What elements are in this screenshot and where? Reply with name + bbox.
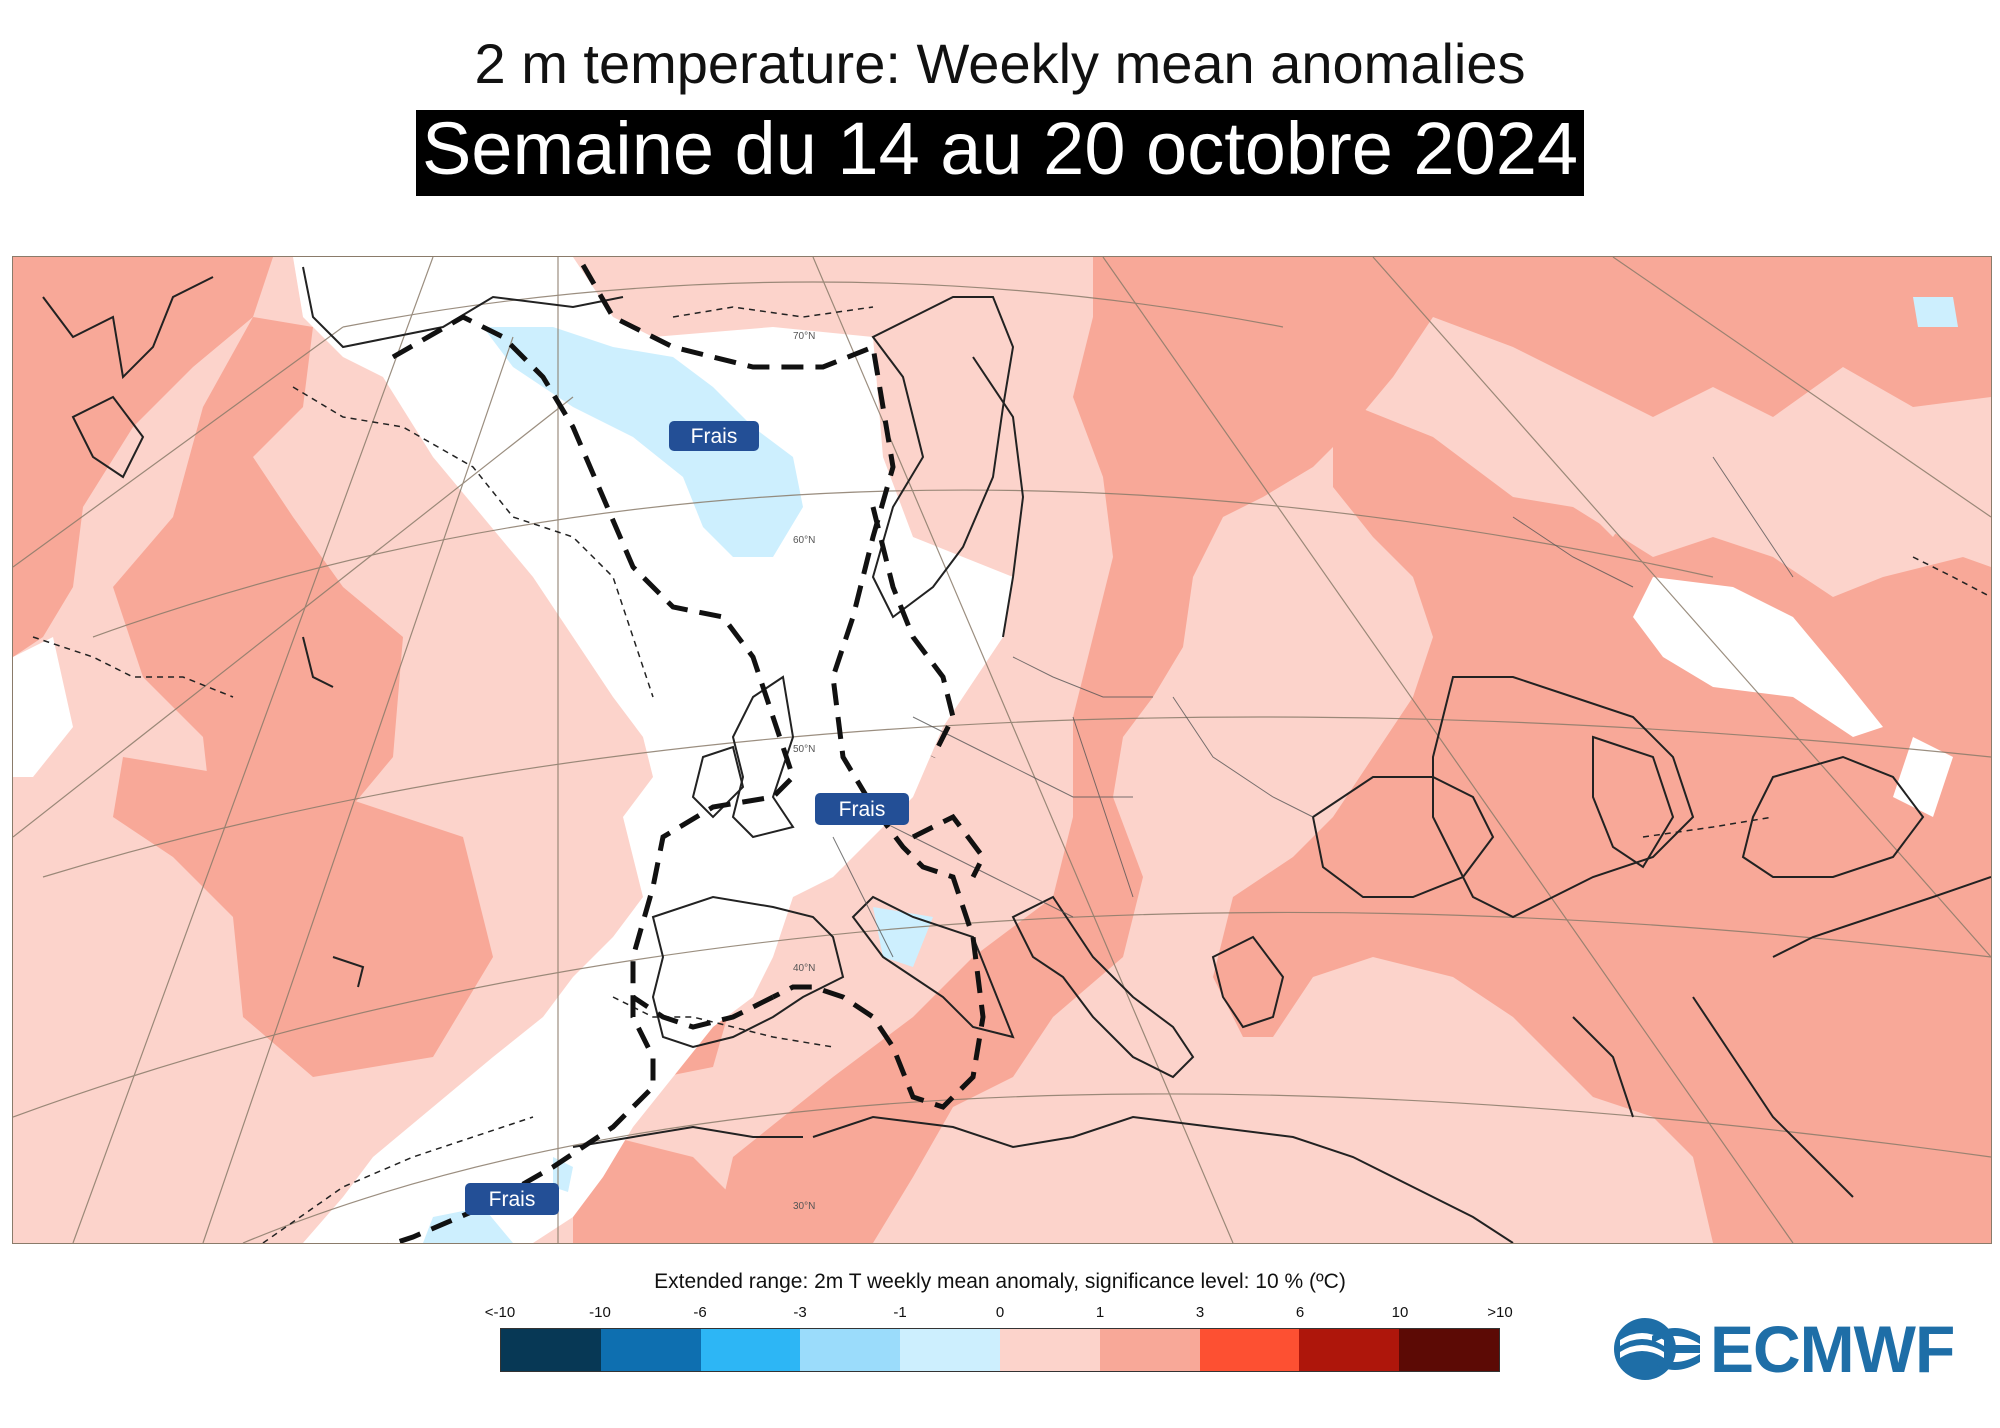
frais-label-south: Frais	[465, 1183, 559, 1215]
subtitle-wrap: Semaine du 14 au 20 octobre 2024	[0, 110, 2000, 196]
ecmwf-logo-icon	[1614, 1318, 1700, 1380]
colorbar-tick: -10	[589, 1304, 611, 1321]
colorbar-tick: 1	[1095, 1304, 1105, 1321]
frais-text-center: Frais	[839, 798, 886, 821]
country-borders	[832, 456, 1794, 958]
colorbar-swatch-0	[501, 1329, 601, 1371]
colorbar-tick: <-10	[484, 1304, 516, 1321]
frais-text-north: Frais	[691, 425, 738, 448]
frais-text-south: Frais	[489, 1188, 536, 1211]
neutral-anomaly-areas	[13, 257, 1953, 1243]
colorbar-swatch-8	[1299, 1329, 1400, 1371]
lat-label-40n: 40°N	[793, 963, 815, 974]
colorbar-tick: 3	[1195, 1304, 1205, 1321]
frais-label-center: Frais	[815, 793, 909, 825]
lat-label-60n: 60°N	[793, 535, 815, 546]
colorbar-tick-labels: <-10 -10 -6 -3 -1 0 1 3 6 10 >10	[485, 1304, 1513, 1324]
colorbar-swatch-4	[900, 1329, 1000, 1371]
lat-label-50n: 50°N	[793, 744, 815, 755]
colorbar	[500, 1328, 1500, 1372]
significance-contours	[32, 306, 1991, 1243]
ecmwf-logo-text: ECMWF	[1710, 1312, 1955, 1386]
legend-caption: Extended range: 2m T weekly mean anomaly…	[654, 1270, 1346, 1293]
colorbar-swatch-9	[1399, 1329, 1499, 1371]
colorbar-swatch-2	[700, 1329, 801, 1371]
colorbar-tick: -3	[793, 1304, 807, 1321]
colorbar-swatch-1	[600, 1329, 701, 1371]
colorbar-swatch-3	[800, 1329, 901, 1371]
colorbar-swatch-6	[1099, 1329, 1200, 1371]
colorbar-tick: 6	[1295, 1304, 1305, 1321]
warm-anomaly-areas	[13, 257, 1991, 1243]
colorbar-tick: 0	[995, 1304, 1005, 1321]
colorbar-tick: 10	[1391, 1304, 1409, 1321]
cool-zone-boundaries	[387, 263, 986, 1243]
coastlines	[42, 266, 1991, 1243]
frais-label-north: Frais	[669, 421, 759, 451]
colorbar-swatch-5	[999, 1329, 1100, 1371]
lat-label-70n: 70°N	[793, 331, 815, 342]
lat-label-30n: 30°N	[793, 1201, 815, 1212]
latitude-labels: 70°N 60°N 50°N 40°N 30°N	[793, 331, 815, 1212]
ecmwf-logo: ECMWF	[1612, 1312, 1955, 1386]
anomaly-map: 70°N 60°N 50°N 40°N 30°N Frais Frais Fra…	[12, 256, 1992, 1244]
colorbar-tick: -1	[893, 1304, 907, 1321]
map-subtitle: Semaine du 14 au 20 octobre 2024	[415, 110, 1585, 196]
map-title: 2 m temperature: Weekly mean anomalies	[474, 32, 1526, 95]
colorbar-tick: -6	[693, 1304, 707, 1321]
colorbar-swatch-7	[1199, 1329, 1300, 1371]
colorbar-tick: >10	[1487, 1304, 1513, 1321]
